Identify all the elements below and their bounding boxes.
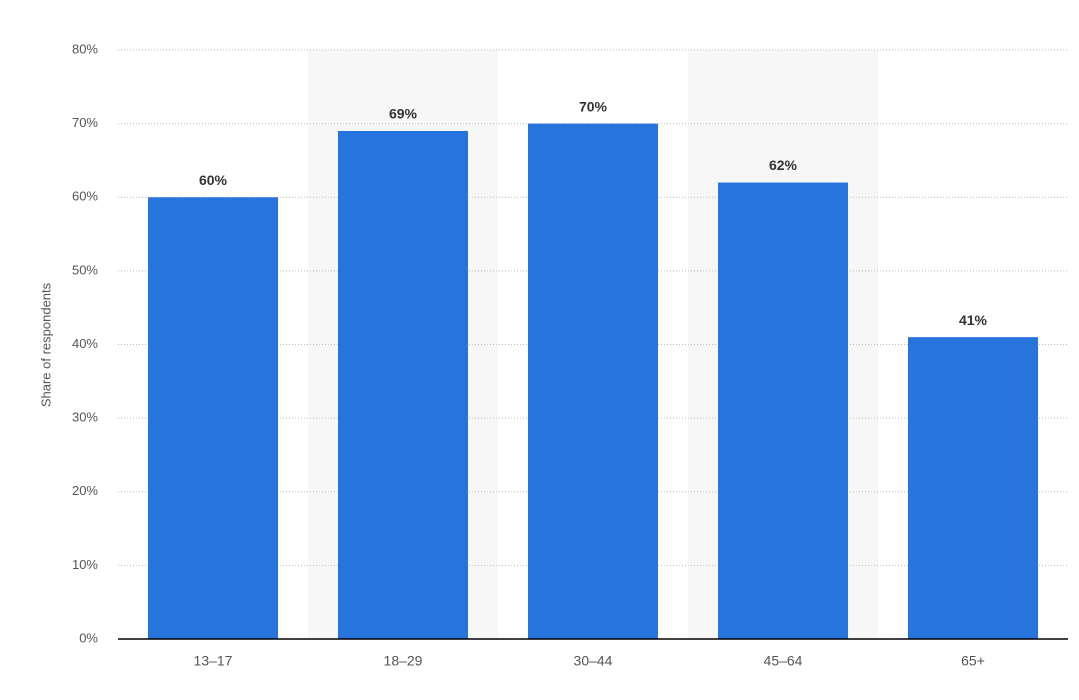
y-tick-label: 80% [72,41,98,56]
value-label: 60% [199,172,228,188]
y-axis-label: Share of respondents [38,282,53,407]
y-tick-label: 40% [72,336,98,351]
y-tick-label: 70% [72,115,98,130]
x-tick-label: 18–29 [384,653,423,669]
bar [338,130,468,640]
value-label: 41% [959,312,988,328]
bar [718,182,848,639]
bar [148,197,278,639]
bar [528,123,658,639]
value-label: 69% [389,106,418,122]
y-tick-label: 10% [72,557,98,572]
x-tick-label: 13–17 [194,653,233,669]
y-tick-label: 0% [79,630,98,645]
value-label: 62% [769,157,798,173]
value-label: 70% [579,98,608,114]
bar [908,337,1038,639]
y-tick-label: 20% [72,483,98,498]
x-tick-label: 30–44 [574,653,613,669]
x-tick-label: 65+ [961,653,985,669]
y-tick-label: 50% [72,262,98,277]
y-tick-label: 60% [72,189,98,204]
x-tick-label: 45–64 [764,653,803,669]
y-tick-label: 30% [72,410,98,425]
